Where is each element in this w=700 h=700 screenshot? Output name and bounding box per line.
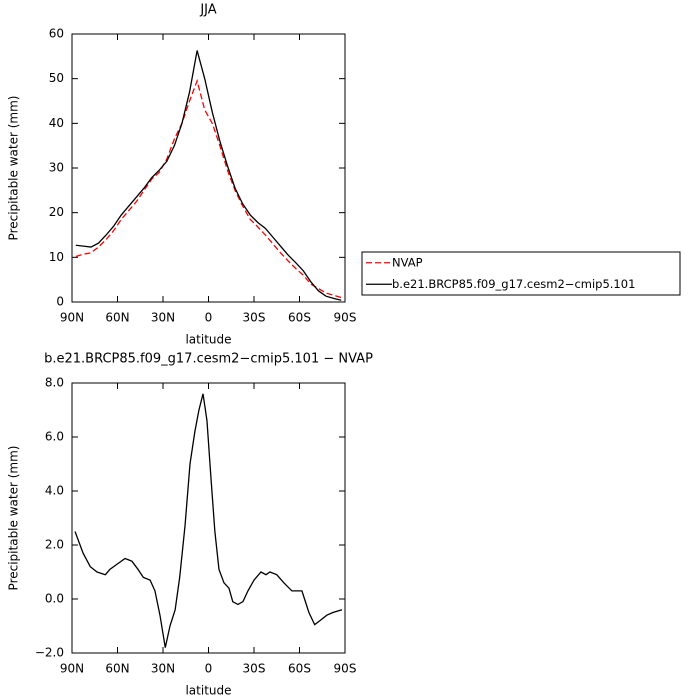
- x-tick-label: 30S: [243, 662, 266, 676]
- x-tick-label: 90S: [334, 662, 357, 676]
- legend: NVAP b.e21.BRCP85.f09_g17.cesm2−cmip5.101: [361, 251, 681, 296]
- data-line: [75, 50, 342, 301]
- x-tick-label: 90N: [60, 662, 84, 676]
- x-tick-label: 0: [205, 311, 213, 325]
- y-tick-label: 2.0: [45, 538, 64, 552]
- data-line: [74, 393, 343, 648]
- y-tick-label: 60: [49, 27, 64, 41]
- legend-label: b.e21.BRCP85.f09_g17.cesm2−cmip5.101: [392, 277, 635, 291]
- x-axis-label: latitude: [185, 684, 231, 698]
- x-tick-label: 60N: [105, 311, 129, 325]
- x-tick-label: 30S: [243, 311, 266, 325]
- x-axis-label: latitude: [185, 333, 231, 347]
- x-tick-label: 60S: [288, 662, 311, 676]
- y-tick-label: 0: [56, 295, 64, 309]
- data-line: [75, 78, 342, 299]
- x-tick-label: 30N: [151, 311, 175, 325]
- y-tick-label: 10: [49, 250, 64, 264]
- y-tick-label: 0.0: [45, 592, 64, 606]
- legend-label: NVAP: [392, 255, 423, 269]
- y-tick-label: 4.0: [45, 484, 64, 498]
- y-tick-label: 40: [49, 116, 64, 130]
- y-tick-label: −2.0: [35, 646, 64, 660]
- plot-frame: [71, 33, 346, 303]
- x-tick-label: 0: [205, 662, 213, 676]
- chart-title: b.e21.BRCP85.f09_g17.cesm2−cmip5.101 − N…: [44, 352, 373, 367]
- y-tick-label: 20: [49, 205, 64, 219]
- x-tick-label: 60N: [105, 662, 129, 676]
- x-tick-label: 90N: [60, 311, 84, 325]
- legend-box: [361, 251, 681, 296]
- y-tick-label: 30: [49, 161, 64, 175]
- chart-title: JJA: [199, 3, 216, 18]
- y-axis-label: Precipitable water (mm): [7, 446, 21, 591]
- y-tick-label: 8.0: [45, 376, 64, 390]
- y-tick-label: 6.0: [45, 430, 64, 444]
- y-axis-label: Precipitable water (mm): [7, 96, 21, 241]
- x-tick-label: 30N: [151, 662, 175, 676]
- x-tick-label: 90S: [334, 311, 357, 325]
- y-tick-label: 50: [49, 71, 64, 85]
- x-tick-label: 60S: [288, 311, 311, 325]
- plot-frame: [71, 382, 346, 654]
